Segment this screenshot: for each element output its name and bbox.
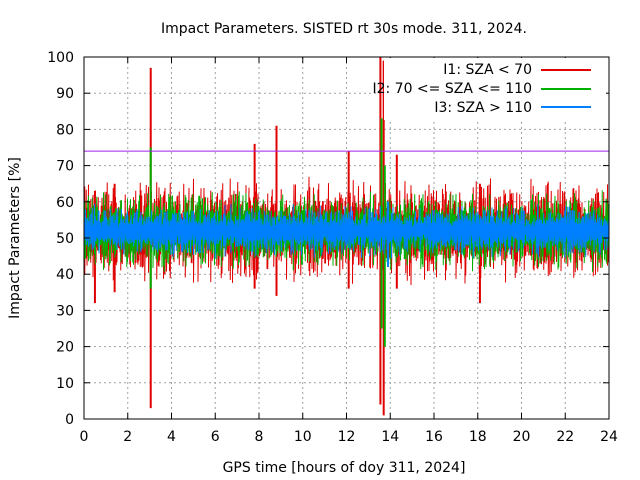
y-tick-label: 0 <box>65 412 74 428</box>
y-tick-label: 20 <box>56 340 74 356</box>
legend: I1: SZA < 70 I2: 70 <= SZA <= 110 I3: SZ… <box>372 58 606 120</box>
legend-label-i3: I3: SZA > 110 <box>434 100 532 116</box>
y-tick-label: 50 <box>56 231 74 247</box>
chart-title: Impact Parameters. SISTED rt 30s mode. 3… <box>161 21 527 37</box>
legend-label-i2: I2: 70 <= SZA <= 110 <box>372 81 532 97</box>
y-tick-label: 80 <box>56 122 74 138</box>
x-tick-label: 2 <box>123 429 132 445</box>
y-axis-label: Impact Parameters [%] <box>7 157 23 319</box>
series-layer <box>83 57 610 416</box>
x-tick-label: 22 <box>556 429 574 445</box>
x-axis-label: GPS time [hours of doy 311, 2024] <box>223 460 466 476</box>
y-tick-label: 60 <box>56 195 74 211</box>
x-tick-label: 12 <box>338 429 356 445</box>
axis-ticks: 0 2 4 6 8 10 12 14 16 18 20 22 240102030405060708090… <box>47 50 618 445</box>
x-tick-label: 0 <box>80 429 89 445</box>
x-tick-label: 24 <box>600 429 618 445</box>
x-tick-label: 18 <box>469 429 487 445</box>
y-tick-label: 100 <box>47 50 74 66</box>
y-tick-label: 90 <box>56 86 74 102</box>
y-tick-label: 70 <box>56 159 74 175</box>
series-3 <box>83 201 610 267</box>
x-tick-label: 6 <box>211 429 220 445</box>
y-tick-label: 40 <box>56 267 74 283</box>
series-trace <box>83 203 610 259</box>
x-tick-label: 10 <box>294 429 312 445</box>
legend-label-i1: I1: SZA < 70 <box>443 62 532 78</box>
x-tick-label: 14 <box>381 429 399 445</box>
x-tick-label: 20 <box>513 429 531 445</box>
x-tick-label: 16 <box>425 429 443 445</box>
y-tick-label: 10 <box>56 376 74 392</box>
y-tick-label: 30 <box>56 303 74 319</box>
x-tick-label: 8 <box>255 429 264 445</box>
x-tick-label: 4 <box>167 429 176 445</box>
